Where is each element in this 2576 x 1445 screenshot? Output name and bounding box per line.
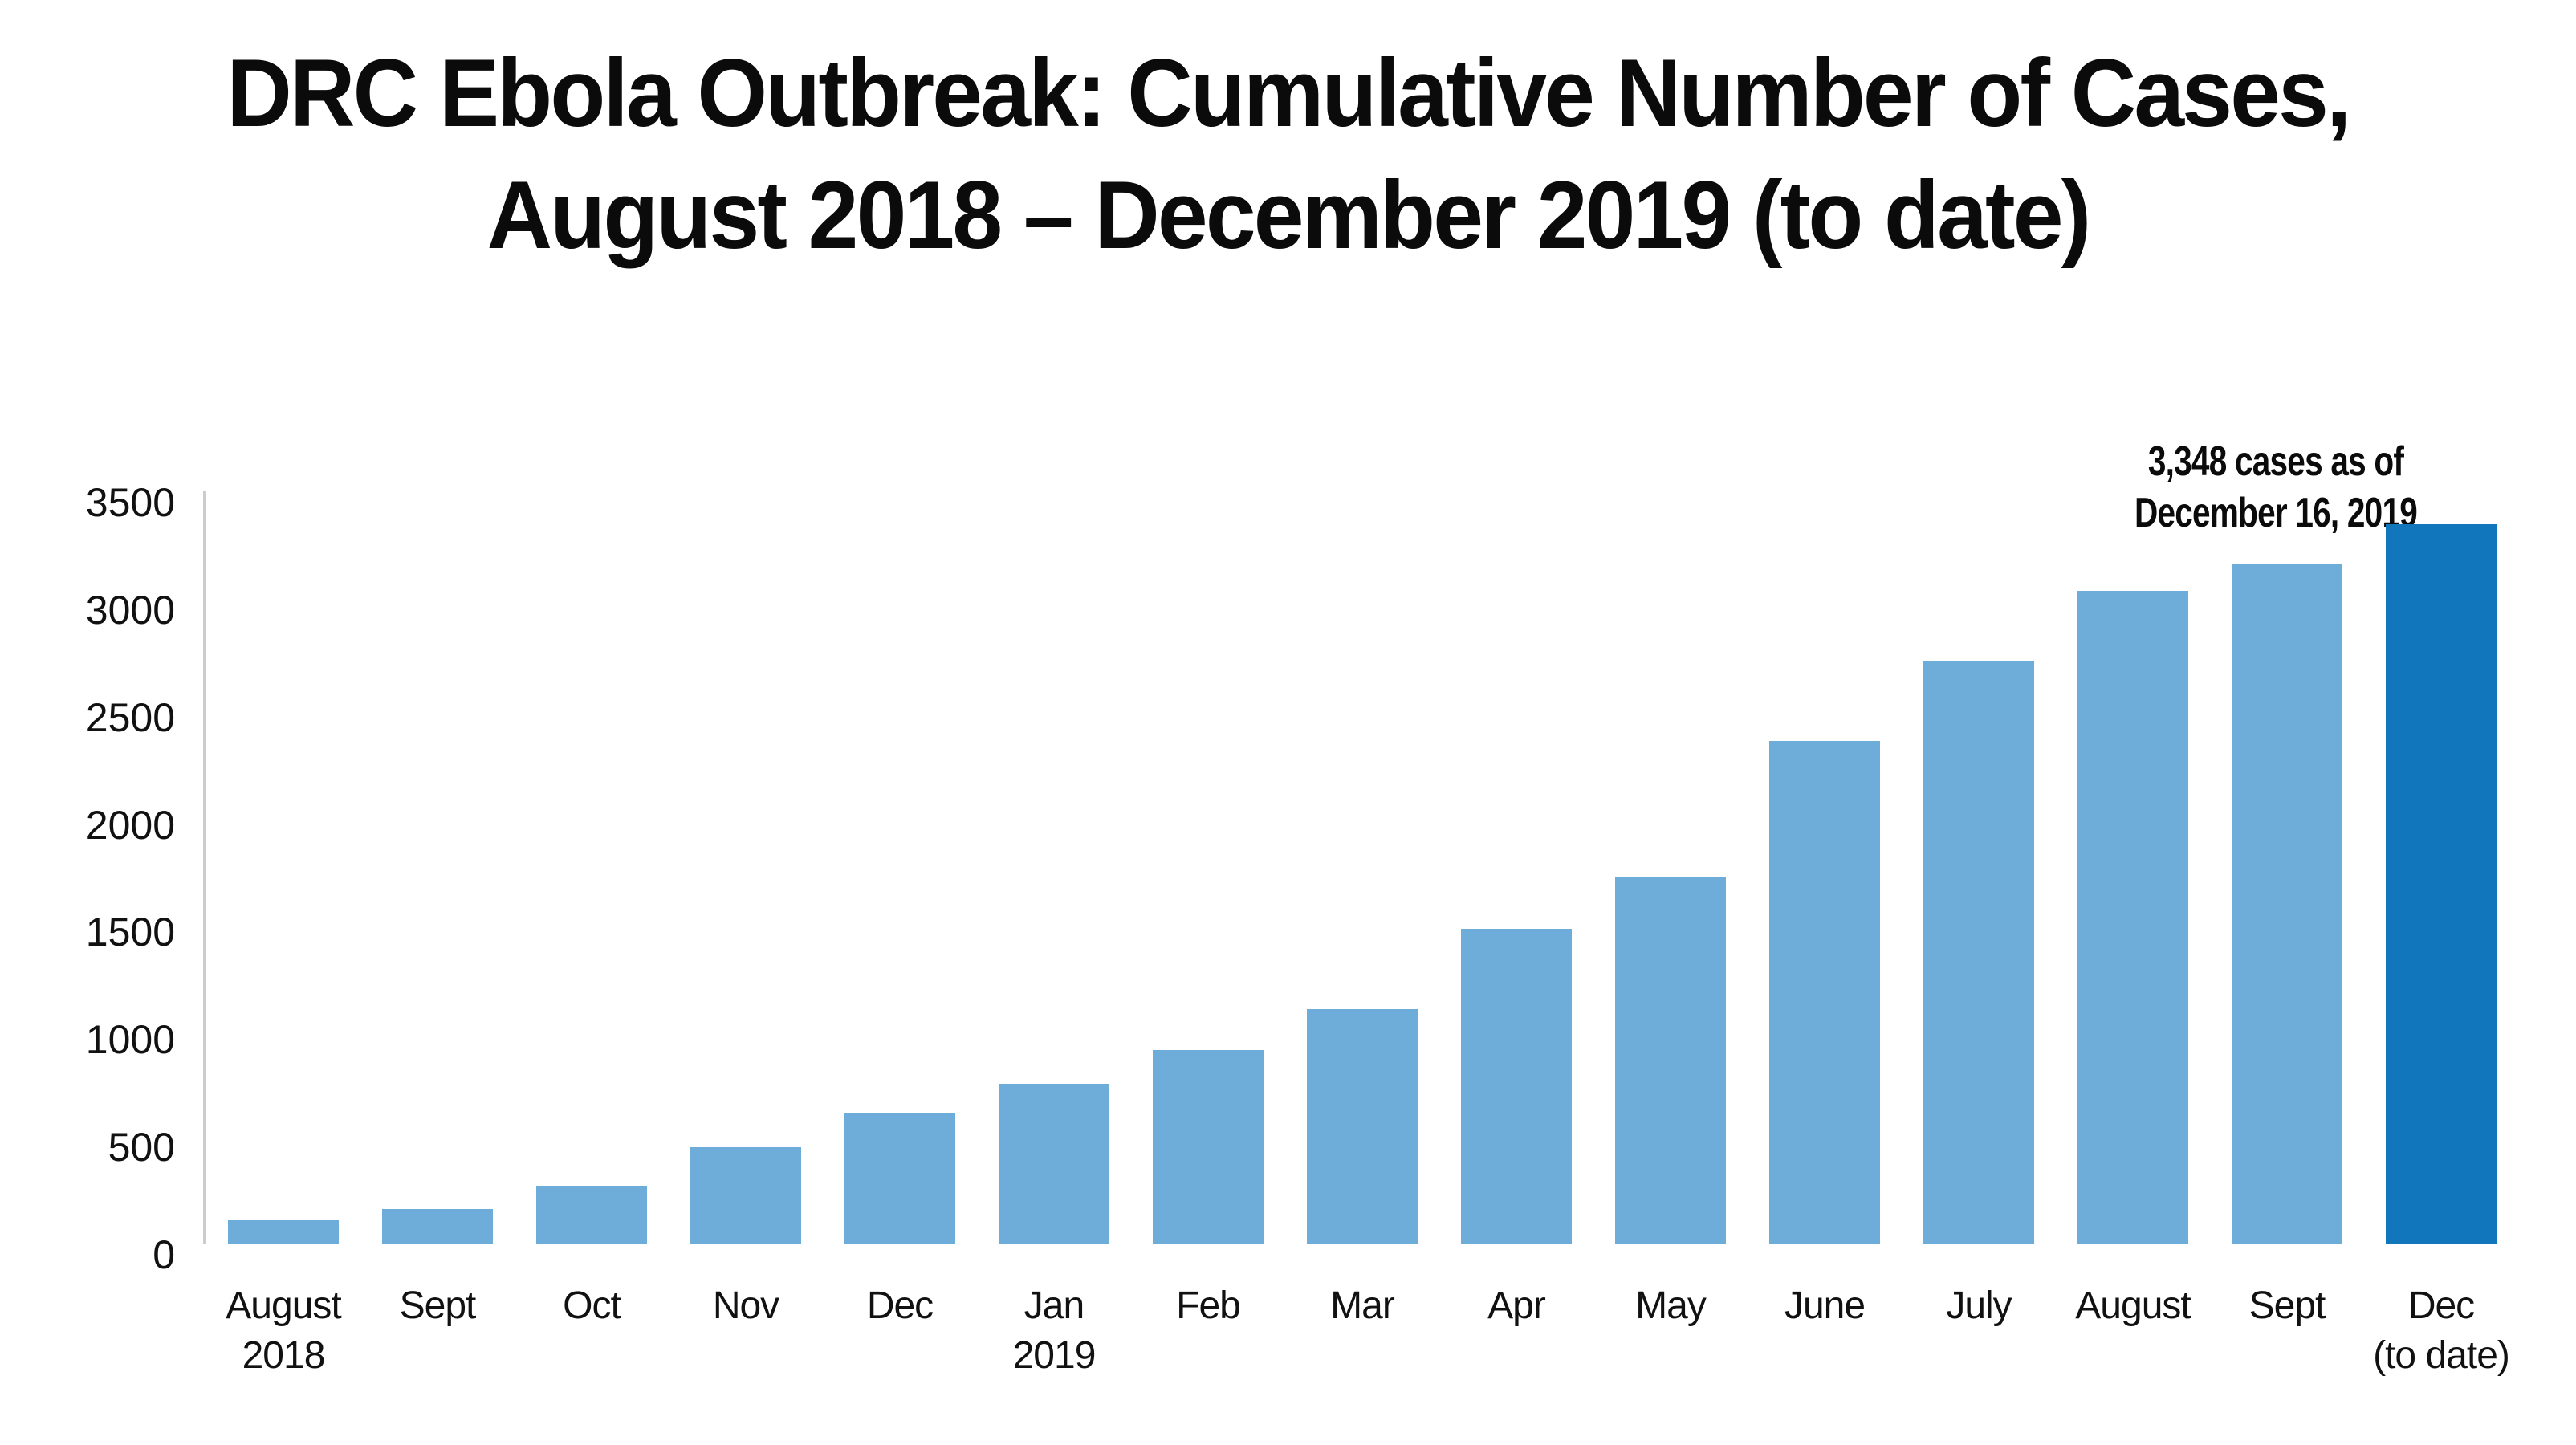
bar [690, 1147, 801, 1244]
x-axis-label-line: August [226, 1284, 341, 1327]
bar [1461, 929, 1572, 1244]
bar [2232, 564, 2342, 1244]
x-axis-label-line: Apr [1487, 1284, 1546, 1327]
x-axis-label-line: Dec [2407, 1284, 2475, 1327]
x-axis-label-line: Sept [2248, 1284, 2326, 1327]
x-axis-label: August [2045, 1281, 2221, 1331]
x-axis-label: Feb [1120, 1281, 1296, 1331]
bar [228, 1220, 339, 1244]
x-axis-label-line: Oct [563, 1284, 621, 1327]
bar [1307, 1009, 1418, 1244]
x-axis-label: Mar [1274, 1281, 1451, 1331]
bar [844, 1113, 955, 1244]
y-axis-tick-label: 1000 [85, 1017, 175, 1062]
x-axis-label-line: Sept [399, 1284, 477, 1327]
chart-title: DRC Ebola Outbreak: Cumulative Number of… [77, 32, 2498, 276]
y-axis-tick-label: 2000 [85, 803, 175, 848]
x-axis-label: July [1890, 1281, 2067, 1331]
x-axis-label: Sept [349, 1281, 526, 1331]
y-axis-tick-label: 3000 [85, 588, 175, 633]
bar [1153, 1050, 1264, 1244]
bar [382, 1209, 493, 1244]
x-axis-label-line: Feb [1176, 1284, 1241, 1327]
x-axis-label-line: Dec [866, 1284, 934, 1327]
x-axis-label: Sept [2199, 1281, 2375, 1331]
x-axis-label-line: Jan [1023, 1284, 1085, 1327]
x-axis-label-line: 2018 [242, 1334, 326, 1377]
y-axis-tick-label: 3500 [85, 480, 175, 525]
bar [2077, 591, 2188, 1244]
chart-title-line-1: DRC Ebola Outbreak: Cumulative Number of… [226, 39, 2351, 147]
x-axis-label: Dec (to date) [2353, 1281, 2529, 1381]
y-axis-tick-label: 2500 [85, 695, 175, 740]
x-axis-label: Oct [503, 1281, 680, 1331]
highlight-annotation-line-2: December 16, 2019 [2134, 490, 2418, 536]
x-axis-label-line: (to date) [2373, 1334, 2510, 1377]
x-axis-label-line: May [1635, 1284, 1707, 1327]
highlight-annotation-line-1: 3,348 cases as of [2147, 438, 2404, 485]
bar [1615, 877, 1726, 1244]
highlight-annotation: 3,348 cases as of December 16, 2019 [2088, 436, 2464, 539]
x-axis-label-line: August [2075, 1284, 2191, 1327]
x-axis-label-line: July [1946, 1284, 2012, 1327]
y-axis-line [203, 491, 206, 1244]
chart-title-line-2: August 2018 – December 2019 (to date) [486, 161, 2092, 269]
x-axis-label: Jan 2019 [966, 1281, 1142, 1381]
x-axis-label: May [1582, 1281, 1759, 1331]
bar [1769, 741, 1880, 1244]
y-axis-tick-label: 500 [108, 1125, 175, 1170]
bar [1923, 661, 2034, 1244]
x-axis-label: Dec [812, 1281, 988, 1331]
x-axis-label: Apr [1428, 1281, 1605, 1331]
bar [536, 1186, 647, 1244]
x-axis-label-line: 2019 [1012, 1334, 1097, 1377]
x-axis-label: August 2018 [195, 1281, 372, 1381]
bar [999, 1084, 1109, 1244]
x-axis-label-line: Nov [712, 1284, 779, 1327]
y-axis-tick-label: 0 [153, 1232, 175, 1277]
x-axis-label: Nov [657, 1281, 834, 1331]
bar-highlighted [2386, 524, 2497, 1244]
x-axis-label-line: June [1784, 1284, 1866, 1327]
x-axis-label-line: Mar [1330, 1284, 1395, 1327]
y-axis-tick-label: 1500 [85, 910, 175, 955]
x-axis-label: June [1736, 1281, 1913, 1331]
